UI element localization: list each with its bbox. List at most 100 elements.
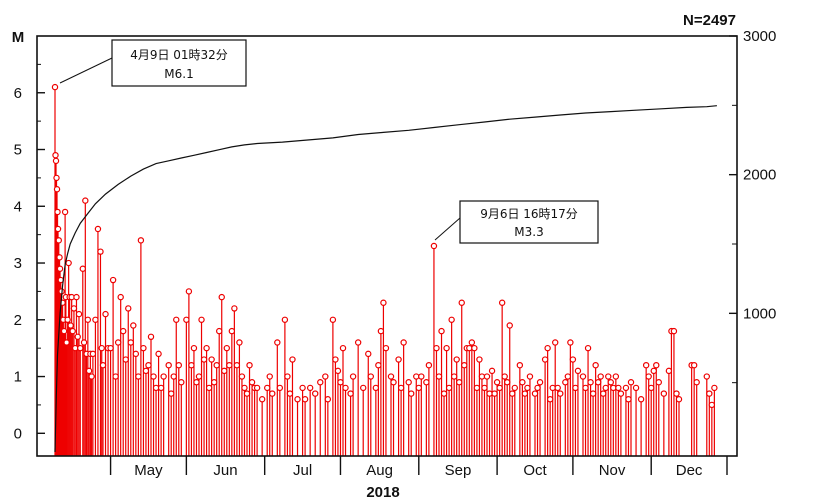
- magnitude-point: [546, 396, 554, 403]
- month-label: Nov: [599, 462, 626, 479]
- magnitude-point: [509, 390, 516, 397]
- magnitude-point: [178, 379, 185, 386]
- right-axis: 1000 2000 3000: [729, 28, 776, 384]
- magnitude-point: [324, 396, 332, 403]
- magnitude-point: [52, 157, 60, 165]
- magnitude-point: [461, 361, 468, 369]
- magnitude-point: [264, 384, 271, 392]
- magnitude-point: [653, 361, 660, 369]
- magnitude-point: [579, 373, 587, 380]
- magnitude-point: [473, 384, 481, 392]
- magnitude-point: [79, 265, 86, 272]
- magnitude-point: [622, 384, 630, 392]
- callout-2-magnitude: M3.3: [514, 225, 543, 239]
- magnitude-point: [88, 373, 95, 380]
- magnitude-point: [567, 339, 574, 346]
- magnitude-point: [173, 316, 180, 323]
- magnitude-point: [440, 390, 448, 397]
- magnitude-point: [625, 396, 632, 403]
- magnitude-point: [703, 373, 710, 380]
- magnitude-point: [433, 344, 440, 352]
- magnitude-point: [536, 379, 544, 386]
- magnitude-point: [269, 390, 276, 397]
- magnitude-point: [438, 327, 445, 335]
- magnitude-point: [587, 379, 594, 386]
- magnitude-point: [445, 384, 453, 392]
- magnitude-point: [65, 259, 72, 267]
- magnitude-point: [231, 305, 238, 312]
- magnitude-point: [84, 316, 92, 323]
- magnitude-point: [306, 384, 314, 392]
- magnitude-point: [175, 361, 182, 369]
- magnitude-point: [605, 373, 612, 380]
- magnitude-point: [425, 361, 433, 369]
- magnitude-point: [56, 265, 64, 272]
- magnitude-point: [675, 396, 683, 403]
- month-label: Jun: [213, 462, 237, 479]
- magnitude-point: [481, 384, 488, 392]
- magnitude-point: [458, 299, 465, 306]
- magnitude-point: [592, 361, 599, 369]
- magnitude-point: [483, 373, 491, 380]
- magnitude-point: [690, 361, 698, 369]
- magnitude-point: [524, 384, 531, 392]
- callout-2-box: [459, 200, 599, 244]
- magnitude-point: [329, 316, 337, 323]
- magnitude-point: [504, 379, 511, 386]
- magnitude-point: [339, 344, 347, 352]
- magnitude-point: [478, 373, 486, 380]
- magnitude-point: [286, 390, 294, 397]
- magnitude-point: [430, 242, 438, 250]
- magnitude-point: [135, 373, 142, 380]
- magnitude-point: [74, 333, 81, 341]
- magnitude-point: [241, 384, 248, 392]
- magnitude-point: [312, 390, 319, 397]
- magnitude-markers: [51, 83, 718, 409]
- magnitude-point: [248, 379, 256, 386]
- month-label: Oct: [523, 462, 547, 479]
- magnitude-point: [281, 316, 289, 323]
- magnitude-point: [64, 316, 71, 323]
- magnitude-point: [56, 254, 63, 261]
- magnitude-point: [170, 373, 177, 380]
- magnitude-point: [193, 379, 200, 386]
- magnitude-point: [200, 356, 208, 363]
- left-tick-label: 2: [14, 312, 22, 329]
- magnitude-point: [55, 237, 62, 244]
- magnitude-point: [493, 379, 501, 386]
- left-tick-label: 6: [14, 85, 22, 102]
- magnitude-point: [405, 379, 412, 386]
- magnitude-point: [185, 288, 193, 295]
- magnitude-point: [75, 310, 83, 318]
- magnitude-point: [53, 174, 60, 182]
- magnitude-point: [544, 344, 551, 352]
- magnitude-point: [145, 361, 152, 369]
- left-tick-label: 4: [14, 198, 22, 215]
- magnitude-point: [665, 367, 673, 375]
- magnitude-point: [226, 361, 233, 369]
- magnitude-point: [205, 384, 213, 392]
- magnitude-point: [521, 390, 529, 397]
- magnitude-point: [552, 339, 559, 346]
- year-label: 2018: [366, 484, 399, 500]
- magnitude-point: [157, 384, 165, 392]
- magnitude-point: [147, 333, 155, 341]
- magnitude-point: [642, 361, 650, 369]
- magnitude-point: [80, 339, 88, 346]
- magnitude-point: [365, 350, 372, 358]
- magnitude-point: [120, 327, 127, 335]
- month-label: Dec: [676, 462, 703, 479]
- magnitude-point: [54, 208, 61, 216]
- magnitude-point: [448, 316, 455, 323]
- magnitude-point: [243, 390, 251, 397]
- left-axis-label: M: [12, 29, 25, 46]
- magnitude-point: [627, 379, 635, 386]
- magnitude-point: [413, 373, 420, 380]
- magnitude-point: [198, 316, 205, 323]
- magnitude-point: [594, 379, 602, 386]
- magnitude-point: [610, 384, 617, 392]
- magnitude-point: [670, 327, 678, 335]
- magnitude-point: [274, 339, 281, 346]
- magnitude-point: [589, 390, 597, 397]
